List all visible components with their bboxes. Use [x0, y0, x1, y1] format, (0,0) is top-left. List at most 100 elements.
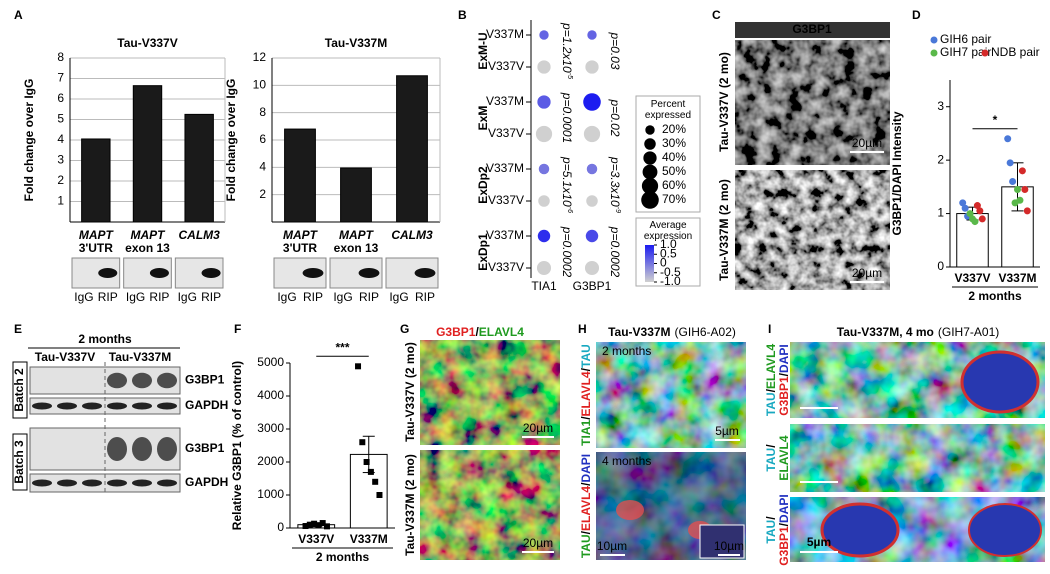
data-point — [311, 520, 318, 527]
x-tick-label: MAPT — [131, 228, 167, 242]
data-point — [1023, 207, 1031, 215]
y-tick-label: 12 — [253, 50, 267, 64]
panel-letter: C — [712, 8, 721, 22]
legend-dot — [645, 125, 655, 135]
y-axis-label: Fold change over IgG — [224, 79, 238, 202]
y-tick-label: 4 — [57, 132, 64, 146]
blot-band — [57, 402, 77, 410]
legend-dot — [643, 151, 657, 165]
dot — [535, 125, 553, 143]
legend-label: GIH7 pair — [940, 45, 991, 59]
text-part: G3BP1 — [436, 325, 476, 339]
blot-band — [82, 402, 102, 410]
panel-letter: D — [912, 8, 921, 22]
p-text: p=0.02 — [608, 98, 622, 136]
text-part: TIA1 — [579, 419, 593, 445]
y-tick-label: 6 — [57, 91, 64, 105]
data-point — [973, 202, 981, 210]
label: G3BP1/ELAVL4 — [436, 325, 524, 339]
nucleus — [960, 350, 1040, 414]
p-exponent: -9 — [614, 207, 621, 213]
x-tick-label: V337M — [350, 532, 388, 546]
group-label: ExDp1 — [476, 233, 490, 271]
row-label: V337V — [488, 193, 524, 207]
data-point — [359, 439, 366, 446]
panel-letter: G — [400, 322, 409, 336]
text-part: / — [764, 516, 778, 520]
chart-title: Tau-V337V — [117, 36, 177, 50]
lane-label: RIP — [359, 290, 379, 304]
dot — [587, 30, 597, 40]
blot-band — [107, 402, 127, 410]
row-label: V337M — [486, 161, 524, 175]
lane-label: RIP — [98, 290, 118, 304]
x-tick-label: exon 13 — [125, 241, 170, 255]
legend-marker — [930, 36, 938, 44]
x-tick-label: CALM3 — [178, 228, 220, 242]
scale-label: 20µm — [523, 421, 553, 435]
y-axis-label: G3BP1/DAPI Intensity — [890, 111, 904, 235]
y-tick-label: 2000 — [257, 454, 284, 468]
p-text: p=3.3x10 — [608, 156, 622, 207]
dot — [583, 93, 601, 111]
blot-band — [107, 437, 127, 461]
y-tick-label: 4 — [259, 160, 266, 174]
legend-label: 50% — [662, 164, 686, 178]
legend-dot — [644, 138, 656, 150]
lane-label: IgG — [389, 290, 408, 304]
y-tick-label: 6 — [259, 132, 266, 146]
text-part: / — [777, 372, 791, 376]
y-tick-label: 2 — [259, 187, 266, 201]
micrograph — [790, 424, 1045, 492]
y-tick-label: 3 — [57, 153, 64, 167]
label: TAU/ — [764, 516, 778, 544]
data-point — [1021, 186, 1029, 194]
dot — [583, 125, 601, 143]
bar — [81, 138, 111, 223]
blot-band — [98, 268, 118, 278]
text-part: DAPI — [579, 454, 593, 483]
y-axis-label: Relative G3BP1 (% of control) — [230, 361, 244, 530]
text-part: / — [475, 325, 479, 339]
lane-label: IgG — [126, 290, 145, 304]
label: Tau-V337M, 4 mo (GIH7-A01) — [837, 325, 1000, 339]
blot-band — [32, 402, 52, 410]
p-value: p=5.1x10-6 — [560, 156, 574, 213]
group-label: Tau-V337V — [35, 350, 95, 364]
y-tick-label: 0 — [277, 520, 284, 534]
batch-box — [12, 361, 28, 419]
group-label: Tau-V337M — [109, 350, 171, 364]
text-part: TAU — [579, 344, 593, 368]
batch-box — [12, 433, 28, 491]
colorbar-label: 1.0 — [660, 237, 677, 251]
dot — [586, 195, 598, 207]
y-tick-label: 4000 — [257, 388, 284, 402]
p-value: p=0.0002 — [608, 226, 622, 278]
dot — [586, 163, 598, 175]
image-row-label: Tau-V337M (2 mo) — [403, 454, 417, 556]
legend-marker — [981, 49, 989, 57]
text-part: TAU — [764, 392, 778, 416]
legend-title: Percent expressed — [644, 99, 692, 121]
row-label: V337M — [486, 94, 524, 108]
panel-letter: A — [14, 8, 23, 22]
group-label: ExDp2 — [476, 166, 490, 204]
label: TIA1/ELAVL4/TAU — [579, 344, 593, 446]
dot — [537, 229, 551, 243]
blot-band — [107, 479, 127, 487]
lane-label: RIP — [149, 290, 169, 304]
lane-label: RIP — [201, 290, 221, 304]
text-part: / — [579, 530, 593, 534]
text-part: Tau-V337M, 4 mo — [837, 325, 934, 339]
p-text: p=1.2x10 — [560, 22, 574, 73]
image-row-label: Tau-V337V (2 mo) — [403, 342, 417, 442]
data-point — [1006, 159, 1014, 167]
data-point — [1016, 196, 1024, 204]
data-point — [355, 363, 362, 370]
y-tick-label: 1000 — [257, 487, 284, 501]
y-tick-label: 1 — [57, 194, 64, 208]
micrograph — [420, 340, 560, 445]
text-part: Tau-V337M — [608, 325, 670, 339]
blot-band — [157, 437, 177, 461]
